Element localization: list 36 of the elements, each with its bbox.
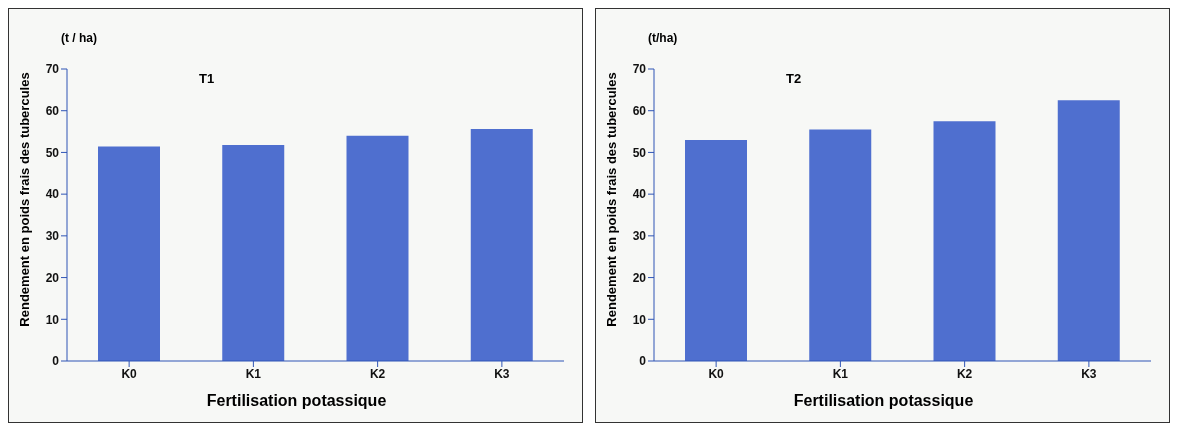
y-tick-label: 60 xyxy=(45,103,60,118)
y-tick-label: 50 xyxy=(632,145,647,160)
y-tick-label: 70 xyxy=(632,62,647,77)
x-axis-title: Fertilisation potassique xyxy=(205,392,388,410)
y-tick-label: 70 xyxy=(45,62,60,77)
text: (t / ha) xyxy=(61,31,97,45)
y-tick-label: 50 xyxy=(45,145,60,160)
bar xyxy=(809,129,872,361)
y-tick-label: 60 xyxy=(632,103,647,118)
y-tick-label: 40 xyxy=(632,187,647,202)
x-axis-title: Fertilisation potassique xyxy=(792,392,975,410)
x-tick-label: K2 xyxy=(956,366,973,381)
x-tick-label: K3 xyxy=(1081,366,1097,381)
y-tick-label: 20 xyxy=(45,270,60,285)
y-tick-label: 30 xyxy=(45,229,60,244)
bar xyxy=(1057,100,1120,361)
x-tick-label: K0 xyxy=(121,366,138,381)
y-tick-label: 0 xyxy=(639,354,647,369)
chart-title: T2 xyxy=(786,71,802,86)
x-tick-label: K2 xyxy=(369,366,386,381)
x-tick-label: K1 xyxy=(245,366,262,381)
y-tick-label: 0 xyxy=(52,354,60,369)
y-tick-label: 30 xyxy=(632,229,647,244)
y-tick-label: 40 xyxy=(45,187,60,202)
chart-title: T1 xyxy=(199,71,215,86)
y-tick-label: 20 xyxy=(632,270,647,285)
y-axis-title: Rendement en poids frais des tubercules xyxy=(603,71,619,327)
x-tick-label: K0 xyxy=(708,366,725,381)
y-tick-label: 10 xyxy=(45,312,60,327)
bar xyxy=(933,121,996,361)
text: (t/ha) xyxy=(648,31,678,45)
bar xyxy=(685,139,747,361)
x-tick-label: K3 xyxy=(494,366,510,381)
y-tick-label: 10 xyxy=(632,312,647,327)
y-axis-title: Rendement en poids frais des tubercules xyxy=(16,71,32,327)
x-tick-label: K1 xyxy=(832,366,849,381)
